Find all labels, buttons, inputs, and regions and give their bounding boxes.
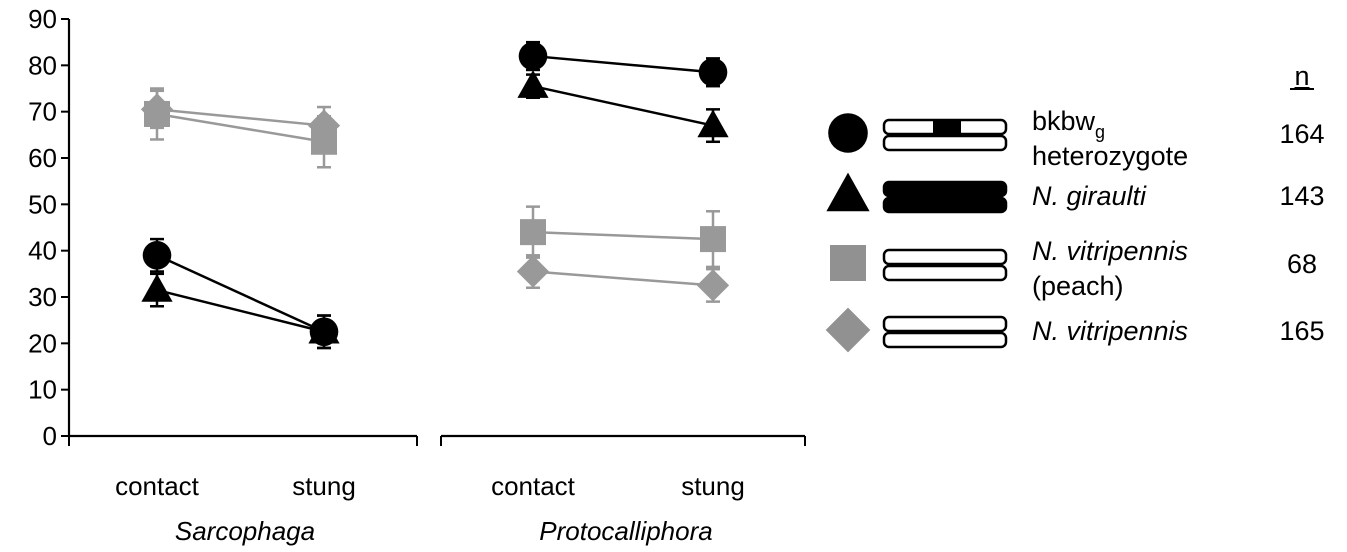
series-giraulti	[141, 70, 729, 350]
legend-chromosome	[882, 264, 1008, 282]
y-tick-label: 60	[28, 143, 57, 173]
legend-n-value: 143	[1279, 181, 1324, 211]
legend-item-vitripennis: N. vitripennis 165	[825, 307, 1325, 353]
legend-chromosome-band	[933, 120, 961, 134]
legend-n-value: 164	[1279, 119, 1324, 149]
y-tick-label: 90	[28, 4, 57, 34]
x-group-label: Sarcophaga	[175, 516, 315, 546]
legend-label-line2: heterozygote	[1032, 141, 1188, 171]
legend-marker-diamond	[825, 307, 871, 353]
legend-marker-circle	[828, 113, 868, 153]
series-line	[532, 54, 714, 74]
legend-label: N. vitripennis	[1032, 316, 1188, 346]
legend-label: N. giraulti	[1032, 181, 1147, 211]
legend-n-header: n	[1294, 61, 1309, 91]
data-point-square	[520, 219, 546, 246]
series-bkbw	[142, 40, 728, 350]
data-point-diamond	[140, 93, 174, 126]
series-vitripennis	[140, 89, 730, 303]
data-point-triangle	[697, 109, 729, 138]
data-point-diamond	[516, 255, 550, 288]
legend-label: N. vitripennis	[1032, 236, 1188, 266]
legend-chromosome	[882, 248, 1008, 266]
data-point-triangle	[517, 70, 549, 98]
data-point-triangle	[308, 315, 340, 344]
series-line	[532, 84, 714, 127]
x-category-label: contact	[115, 471, 200, 501]
legend-chromosome	[882, 315, 1008, 333]
legend-chromosome	[882, 331, 1008, 349]
x-category-label: stung	[292, 471, 356, 501]
legend-marker-triangle	[826, 172, 870, 212]
legend-chromosome	[882, 134, 1008, 152]
y-tick-label: 30	[28, 282, 57, 312]
data-point-square	[700, 226, 726, 253]
x-category-label: stung	[681, 471, 745, 501]
y-tick-label: 20	[28, 328, 57, 358]
y-tick-label: 0	[43, 421, 57, 451]
legend-label-main: bkbw	[1032, 106, 1096, 136]
legend-label-main: N. vitripennis	[1032, 316, 1188, 346]
y-tick-label: 80	[28, 50, 57, 80]
data-point-circle	[518, 41, 548, 71]
data-point-circle	[698, 57, 728, 87]
data-point-circle	[142, 241, 172, 270]
series-line	[532, 270, 714, 287]
data-point-triangle	[141, 273, 173, 302]
legend-item-giraulti: N. giraulti 143	[826, 172, 1325, 214]
chart-axes: 0 10 20 30 40 50 60 70 80 90 contact stung Sarcophag…	[28, 4, 806, 546]
y-tick-label: 40	[28, 236, 57, 266]
legend-label-main: N. giraulti	[1032, 181, 1147, 211]
series-peach	[144, 87, 726, 269]
y-tick-label: 10	[28, 375, 57, 405]
data-point-diamond	[696, 269, 730, 302]
legend-label-main: N. vitripennis	[1032, 236, 1188, 266]
x-category-label: contact	[491, 471, 576, 501]
x-group-label: Protocalliphora	[539, 516, 712, 546]
legend-chromosome	[882, 180, 1008, 198]
legend-item-peach: N. vitripennis (peach) 68	[830, 236, 1317, 301]
series-line	[156, 254, 325, 333]
legend-n-value: 68	[1287, 249, 1317, 279]
series-line	[532, 230, 714, 241]
legend-label: bkbwg	[1032, 106, 1105, 142]
legend-n-value: 165	[1279, 316, 1324, 346]
legend-marker-square	[830, 245, 866, 281]
y-tick-label: 70	[28, 97, 57, 127]
legend-label-line2: (peach)	[1032, 271, 1124, 301]
series-line	[156, 108, 325, 127]
chart-series	[140, 40, 730, 350]
series-line	[156, 112, 325, 144]
data-point-diamond	[307, 109, 341, 142]
legend-label-subscript: g	[1095, 122, 1105, 142]
legend-chromosome	[882, 196, 1008, 214]
series-line	[156, 288, 325, 333]
y-tick-label: 50	[28, 189, 57, 219]
